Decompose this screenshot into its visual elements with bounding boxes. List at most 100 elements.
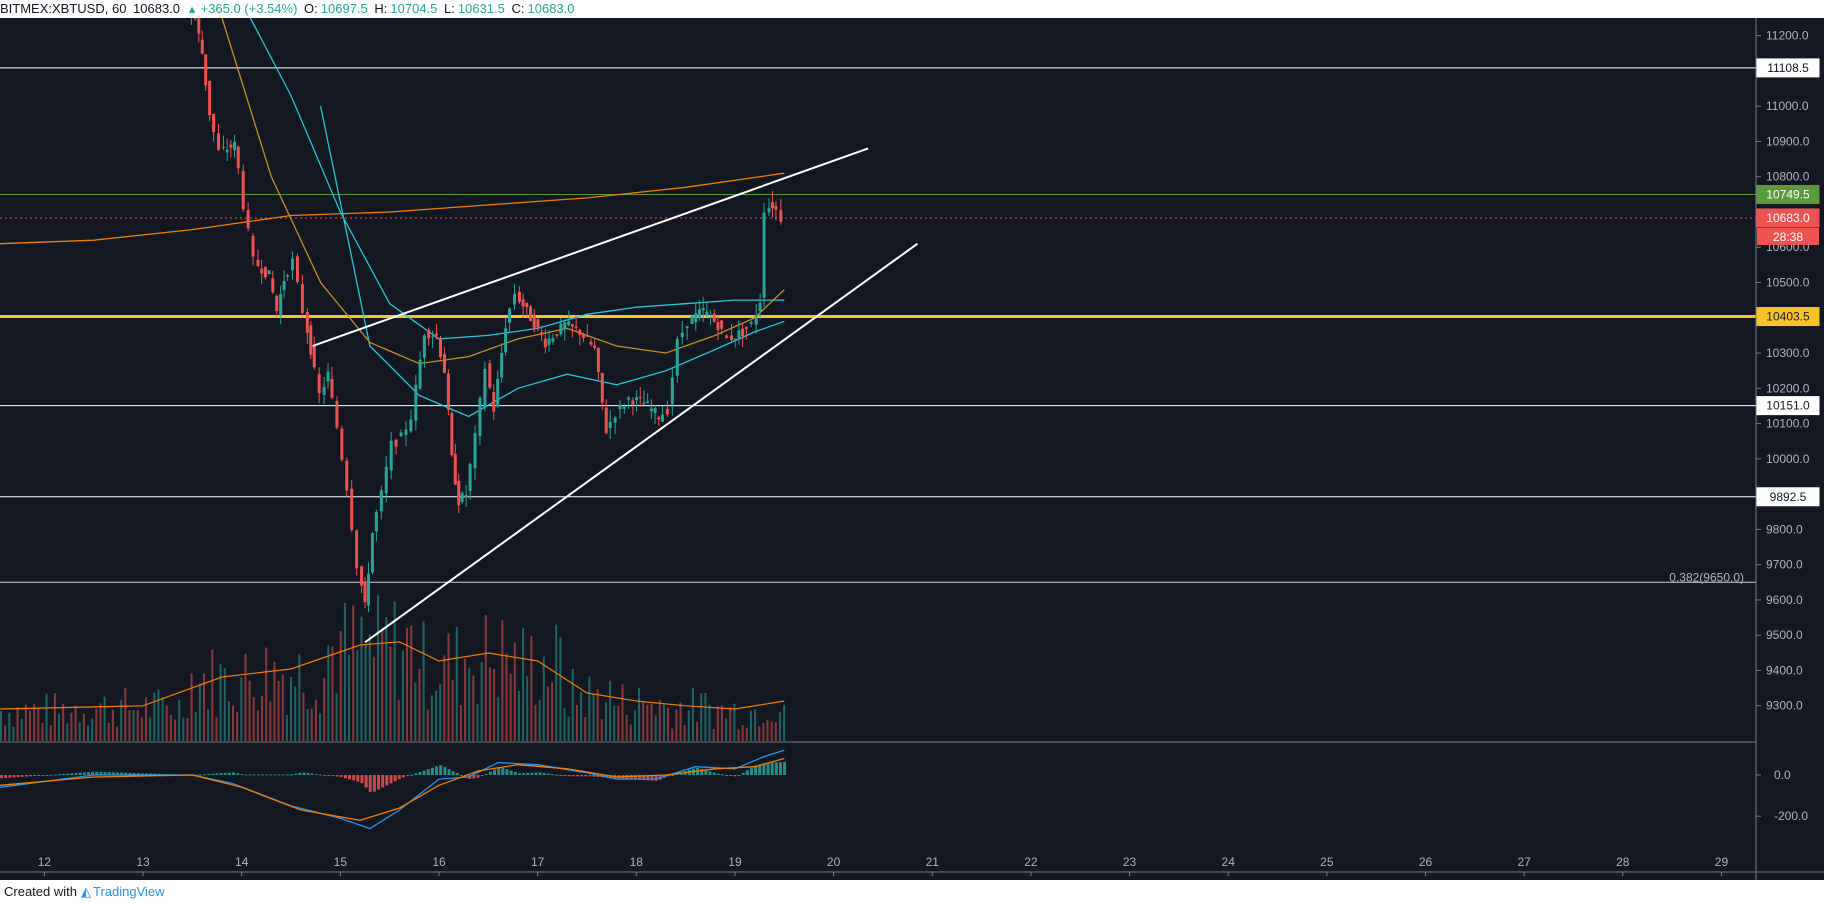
volume-bar — [211, 649, 214, 741]
histogram-bar — [269, 774, 273, 776]
histogram-bar — [0, 774, 3, 779]
histogram-bar — [70, 773, 74, 775]
histogram-bar — [633, 774, 637, 780]
volume-bar — [712, 729, 715, 741]
volume-bar — [745, 727, 748, 741]
histogram-bar — [733, 774, 737, 777]
candle-body — [414, 384, 418, 421]
chart-background — [0, 18, 1824, 880]
histogram-bar — [559, 774, 563, 776]
volume-bar — [418, 668, 421, 741]
histogram-bar — [53, 774, 57, 776]
candle-body — [322, 386, 326, 395]
volume-bar — [219, 664, 222, 741]
candle-body — [363, 582, 367, 603]
histogram-bar — [580, 774, 584, 777]
volume-bar — [145, 697, 148, 741]
high-label: H: — [374, 1, 388, 16]
volume-bar — [12, 726, 15, 741]
x-tick-label: 26 — [1419, 855, 1433, 869]
histogram-bar — [654, 774, 658, 781]
volume-bar — [704, 692, 707, 741]
histogram-bar — [671, 774, 675, 776]
histogram-bar — [762, 763, 766, 775]
volume-bar — [592, 693, 595, 741]
price-change: +365.0 (+3.54%) — [200, 1, 298, 16]
candle-body — [305, 311, 309, 333]
histogram-bar — [343, 774, 347, 779]
volume-bar — [58, 713, 61, 741]
y-tick-label: 9500.0 — [1766, 628, 1803, 642]
countdown-label: 28:38 — [1773, 230, 1803, 244]
volume-bar — [290, 676, 293, 741]
volume-bar — [277, 680, 280, 741]
histogram-bar — [754, 765, 758, 775]
histogram-bar — [472, 774, 476, 779]
volume-bar — [194, 711, 197, 741]
candle-body — [754, 315, 758, 325]
candle-body — [660, 414, 664, 422]
volume-bar — [169, 715, 172, 741]
candle-body — [653, 408, 657, 413]
y-tick-label: 11000.0 — [1766, 99, 1809, 113]
volume-bar — [377, 595, 380, 741]
histogram-bar — [29, 774, 33, 777]
moving-average-line — [221, 18, 785, 365]
volume-bar — [53, 693, 56, 741]
level-label: 10151.0 — [1766, 399, 1810, 413]
volume-bar — [269, 701, 272, 741]
symbol-title[interactable]: BITMEX:XBTUSD, 60 — [0, 1, 127, 16]
moving-averages — [0, 18, 785, 418]
volume-bar — [542, 656, 545, 741]
level-label: 10749.5 — [1766, 188, 1810, 202]
candle-body — [439, 337, 442, 358]
price-axis[interactable] — [1756, 18, 1824, 880]
candle-body — [705, 311, 709, 316]
volume-bar — [385, 616, 388, 741]
volume-bar — [625, 715, 628, 741]
y-tick-label: 10500.0 — [1766, 276, 1810, 290]
candle-body — [720, 320, 724, 329]
volume-bar — [783, 704, 786, 741]
histogram-bar — [348, 774, 352, 780]
candle-body — [563, 322, 567, 329]
volume-bar — [575, 704, 578, 741]
price-chart[interactable]: 11200.011000.010900.010800.010600.010500… — [0, 18, 1824, 880]
symbol-header: BITMEX:XBTUSD, 60 10683.0 ▲ +365.0 (+3.54… — [0, 0, 1824, 18]
candle-body — [460, 493, 464, 502]
moving-average-line — [249, 18, 785, 340]
candle-body — [779, 210, 783, 222]
volume-layer — [0, 595, 786, 741]
volume-bar — [149, 717, 152, 741]
x-tick-label: 27 — [1517, 855, 1531, 869]
histogram-bar — [385, 774, 389, 786]
volume-bar — [136, 709, 139, 741]
volume-bar — [538, 700, 541, 741]
candle-body — [574, 326, 578, 328]
histogram-bar — [256, 774, 260, 776]
volume-bar — [128, 710, 131, 741]
volume-bar — [662, 703, 665, 741]
histogram-bar — [310, 773, 314, 775]
low-label: L: — [444, 1, 455, 16]
histogram-bar — [223, 772, 227, 775]
histogram-bar — [629, 774, 633, 780]
histogram-bar — [642, 774, 646, 780]
histogram-bar — [219, 773, 223, 775]
histogram-bar — [128, 772, 132, 775]
volume-bar — [435, 690, 438, 741]
volume-bar — [178, 699, 181, 741]
tradingview-link[interactable]: TradingView — [92, 884, 165, 899]
volume-bar — [633, 710, 636, 741]
volume-bar — [493, 669, 496, 741]
histogram-bar — [12, 774, 16, 778]
histogram-bar — [451, 771, 455, 775]
level-label: 11108.5 — [1767, 61, 1809, 75]
volume-bar — [215, 716, 218, 741]
trendlines[interactable] — [312, 147, 919, 644]
histogram-bar — [439, 765, 443, 775]
candle-body — [457, 480, 461, 506]
volume-bar — [256, 710, 259, 741]
histogram-bar — [290, 774, 294, 776]
volume-bar — [393, 601, 396, 741]
